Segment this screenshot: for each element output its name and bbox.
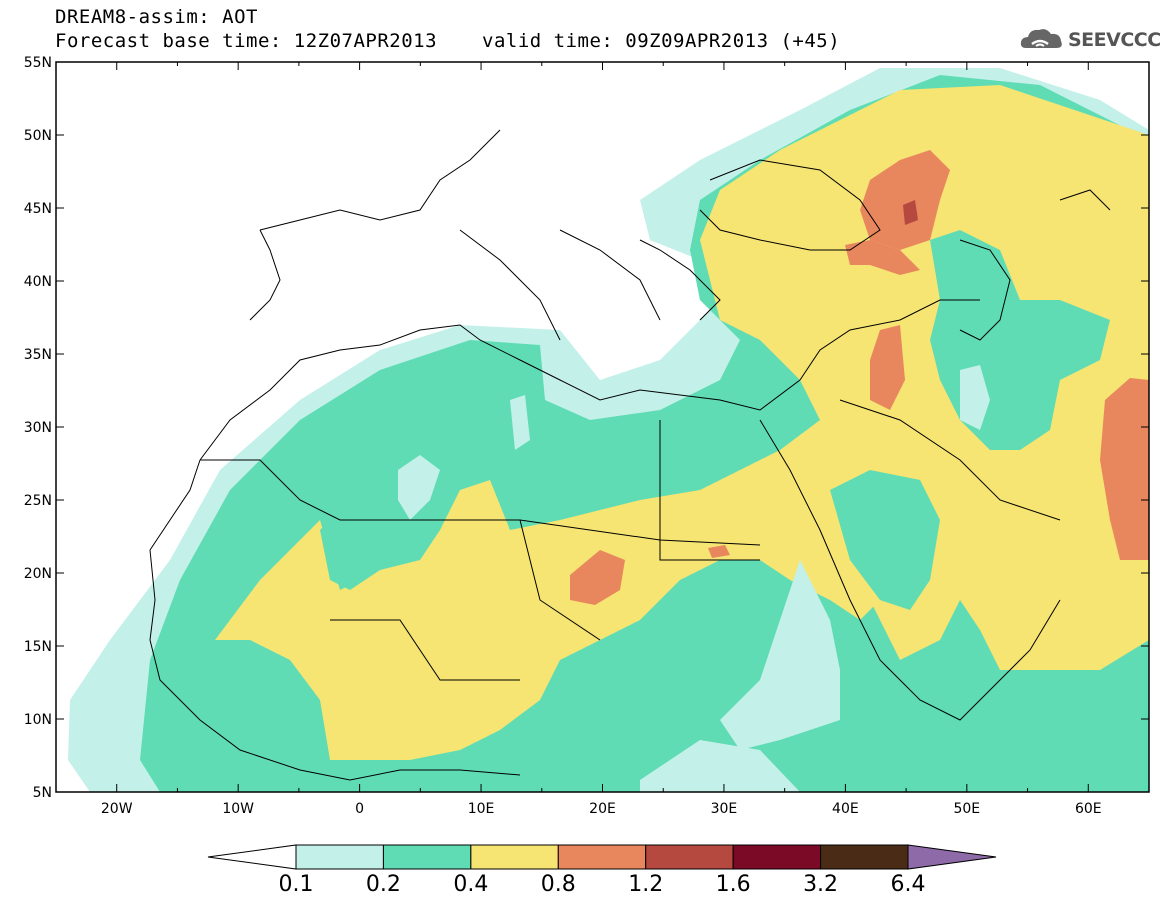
cloud-icon [1020,29,1062,48]
lon-tick-label: 40E [832,801,859,817]
lon-tick-label: 0 [355,801,364,817]
lon-tick-label: 20W [101,801,133,817]
lat-tick-label: 40N [24,274,52,290]
seevccc-logo: SEEVCCC [1018,24,1161,56]
colorbar-label: 0.2 [365,872,401,897]
colorbar-label: 0.4 [453,872,489,897]
coastlines [149,129,1111,781]
aot-level-0.8 [860,150,950,250]
lat-tick-label: 50N [24,128,52,144]
lat-tick-label: 25N [24,493,52,509]
lat-tick-label: 45N [24,201,52,217]
colorbar-box [295,844,384,870]
lon-tick-label: 10E [468,801,495,817]
colorbar-box [382,844,472,870]
valid-time: valid time: 09Z09APR2013 (+45) [482,30,841,52]
colorbar-label: 3.2 [803,872,839,897]
colorbar-box [820,844,909,870]
axis-ticks: 20W 10W 0 10E 20E 30E 40E 50E 60E 55N 50N 45N 40N 35N… [24,55,1150,817]
lon-tick-label: 10W [222,801,254,817]
colorbar-label: 1.2 [628,872,664,897]
aot-level-1.2 [903,200,918,225]
lat-tick-label: 15N [24,639,52,655]
colorbar-low-arrow [207,844,297,870]
forecast-base-time: Forecast base time: 12Z07APR2013 [55,30,438,52]
colorbar-box [732,844,822,870]
lon-tick-label: 30E [711,801,738,817]
colorbar-box [645,844,734,870]
lat-tick-label: 10N [24,712,52,728]
aot-shading [68,68,1149,792]
lon-tick-label: 50E [953,801,980,817]
lat-tick-label: 35N [24,347,52,363]
colorbar-high-arrow [907,844,997,870]
colorbar [207,844,997,870]
colorbar-label: 6.4 [890,872,926,897]
lat-tick-label: 5N [33,785,52,801]
lat-tick-label: 20N [24,566,52,582]
colorbar-box [557,844,647,870]
lat-tick-label: 55N [24,55,52,71]
colorbar-box [470,844,559,870]
lat-tick-label: 30N [24,420,52,436]
colorbar-label: 0.8 [540,872,576,897]
lon-tick-label: 60E [1075,801,1102,817]
colorbar-label: 1.6 [715,872,751,897]
map-title: DREAM8-assim: AOT [55,6,258,28]
logo-text: SEEVCCC [1068,29,1161,51]
lon-tick-label: 20E [589,801,616,817]
colorbar-label: 0.1 [278,872,314,897]
